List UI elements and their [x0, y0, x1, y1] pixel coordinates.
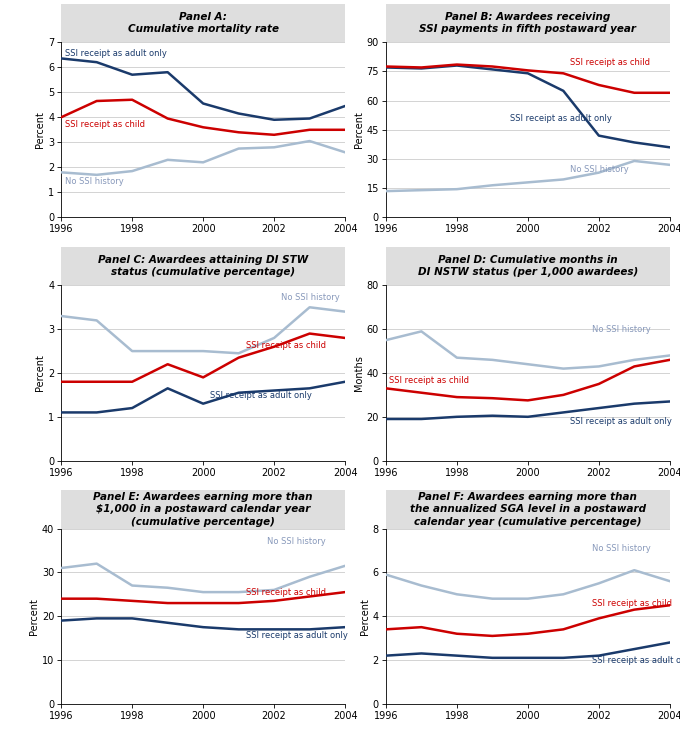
Text: No SSI history: No SSI history [282, 293, 340, 302]
Y-axis label: Percent: Percent [35, 354, 46, 391]
Text: No SSI history: No SSI history [592, 325, 651, 334]
Text: Panel F: Awardees earning more than
the annualized SGA level in a postaward
cale: Panel F: Awardees earning more than the … [410, 492, 646, 527]
Text: SSI receipt as child: SSI receipt as child [65, 120, 145, 129]
Text: No SSI history: No SSI history [571, 165, 629, 174]
Y-axis label: Percent: Percent [360, 598, 370, 635]
Text: No SSI history: No SSI history [592, 544, 651, 553]
Y-axis label: Percent: Percent [35, 111, 46, 148]
Text: SSI receipt as child: SSI receipt as child [245, 341, 326, 350]
Text: SSI receipt as adult only: SSI receipt as adult only [210, 391, 312, 400]
Text: SSI receipt as child: SSI receipt as child [245, 587, 326, 597]
Text: No SSI history: No SSI history [267, 537, 326, 546]
Y-axis label: Months: Months [354, 355, 364, 391]
Text: SSI receipt as adult only: SSI receipt as adult only [65, 49, 167, 58]
Text: SSI receipt as child: SSI receipt as child [592, 598, 672, 607]
Text: Panel C: Awardees attaining DI STW
status (cumulative percentage): Panel C: Awardees attaining DI STW statu… [98, 255, 308, 277]
Text: SSI receipt as child: SSI receipt as child [390, 376, 469, 385]
Text: Panel A:
Cumulative mortality rate: Panel A: Cumulative mortality rate [128, 12, 279, 34]
Text: SSI receipt as child: SSI receipt as child [571, 58, 651, 67]
Text: SSI receipt as adult only: SSI receipt as adult only [571, 416, 673, 426]
Text: Panel B: Awardees receiving
SSI payments in fifth postaward year: Panel B: Awardees receiving SSI payments… [420, 12, 636, 34]
Text: Panel E: Awardees earning more than
$1,000 in a postaward calendar year
(cumulat: Panel E: Awardees earning more than $1,0… [93, 492, 313, 527]
Y-axis label: Percent: Percent [29, 598, 39, 635]
Text: SSI receipt as adult only: SSI receipt as adult only [510, 113, 612, 122]
Text: SSI receipt as adult only: SSI receipt as adult only [245, 632, 347, 640]
Text: SSI receipt as adult only: SSI receipt as adult only [592, 655, 680, 665]
Text: Panel D: Cumulative months in
DI NSTW status (per 1,000 awardees): Panel D: Cumulative months in DI NSTW st… [418, 255, 638, 277]
Text: No SSI history: No SSI history [65, 177, 124, 186]
Y-axis label: Percent: Percent [354, 111, 364, 148]
